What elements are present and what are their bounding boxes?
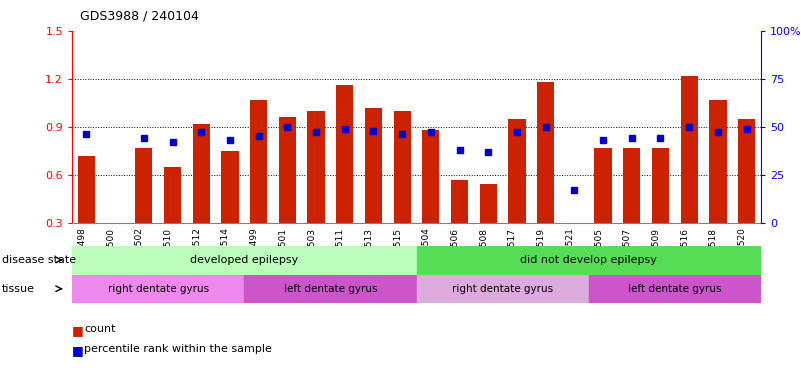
Text: tissue: tissue (2, 284, 34, 294)
Bar (451, 180, 468, 271)
Bar (192, 124, 210, 271)
Bar (164, 167, 181, 271)
Bar (308, 111, 324, 271)
Bar (623, 147, 640, 271)
Bar (738, 119, 755, 271)
Bar (589, 275, 761, 303)
Text: did not develop epilepsy: did not develop epilepsy (521, 255, 657, 265)
Text: ■: ■ (72, 324, 84, 338)
Bar (417, 246, 761, 275)
Text: GDS3988 / 240104: GDS3988 / 240104 (80, 10, 199, 23)
Text: percentile rank within the sample: percentile rank within the sample (84, 344, 272, 354)
Bar (422, 130, 440, 271)
Bar (336, 85, 353, 271)
Bar (537, 82, 554, 271)
Bar (279, 117, 296, 271)
Bar (681, 76, 698, 271)
Bar (72, 246, 417, 275)
Text: right dentate gyrus: right dentate gyrus (107, 284, 209, 294)
Bar (250, 99, 268, 271)
Bar (72, 275, 244, 303)
Bar (509, 119, 525, 271)
Text: disease state: disease state (2, 255, 76, 265)
Text: developed epilepsy: developed epilepsy (190, 255, 299, 265)
Text: ■: ■ (72, 344, 84, 357)
Bar (709, 99, 727, 271)
Bar (107, 223, 123, 271)
Bar (135, 147, 152, 271)
Bar (364, 108, 382, 271)
Bar (652, 147, 669, 271)
Text: count: count (84, 324, 115, 334)
Bar (417, 275, 589, 303)
Bar (393, 111, 411, 271)
Bar (594, 147, 612, 271)
Bar (78, 156, 95, 271)
Bar (566, 223, 583, 271)
Text: left dentate gyrus: left dentate gyrus (284, 284, 377, 294)
Text: left dentate gyrus: left dentate gyrus (628, 284, 722, 294)
Bar (480, 184, 497, 271)
Bar (244, 275, 417, 303)
Bar (221, 151, 239, 271)
Text: right dentate gyrus: right dentate gyrus (452, 284, 553, 294)
